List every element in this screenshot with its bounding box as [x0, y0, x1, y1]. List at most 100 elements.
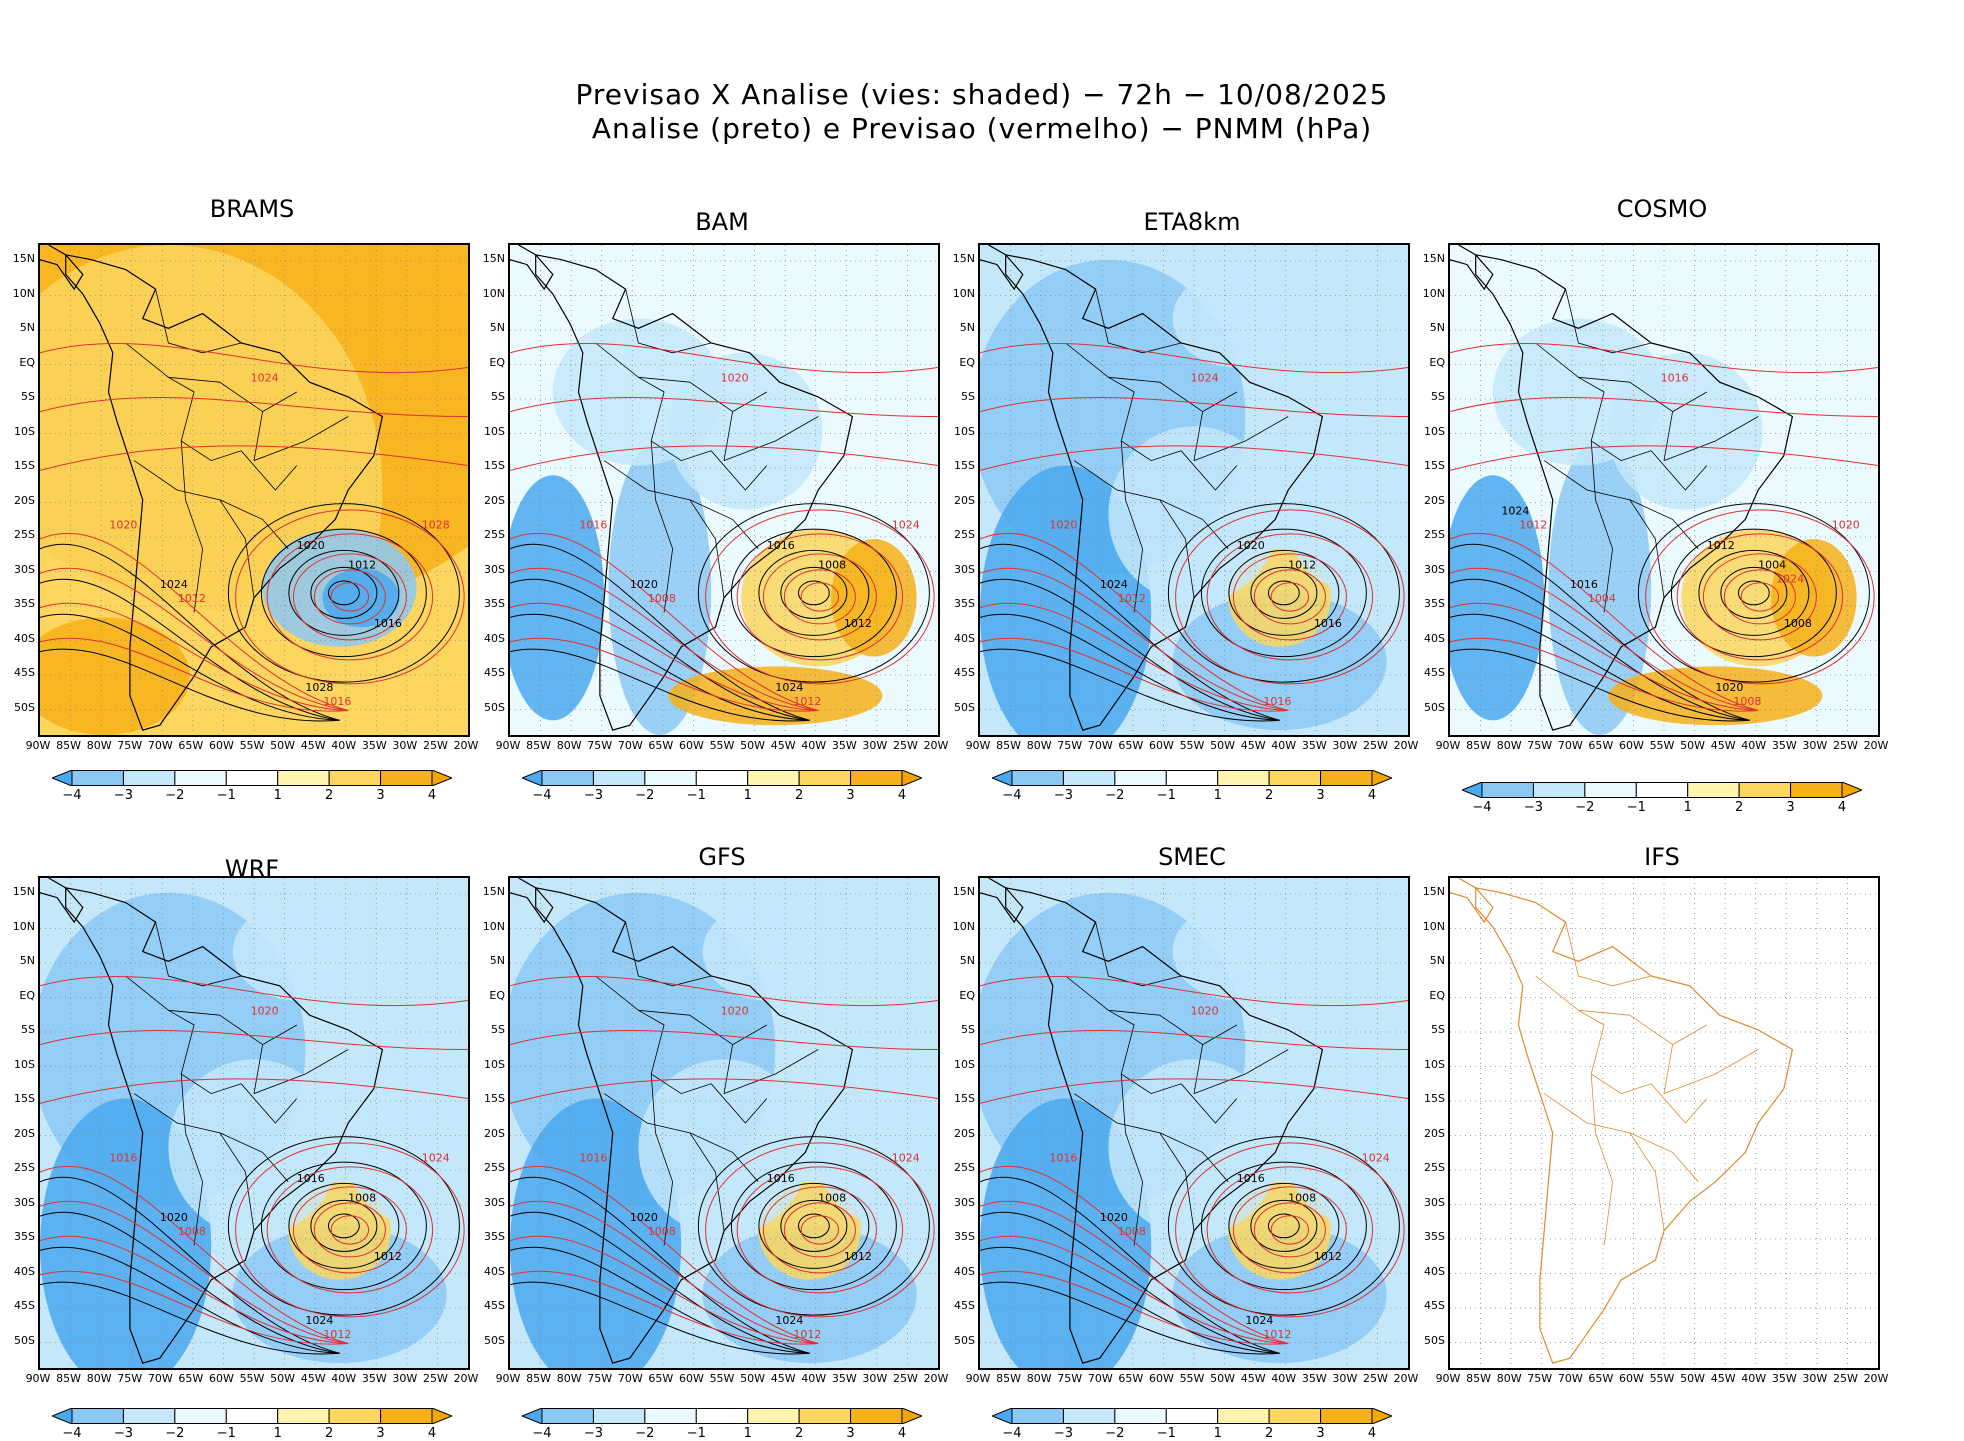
- bias-region: [1492, 318, 1664, 466]
- continent-outline: [535, 254, 854, 731]
- lon-tick-label: 70W: [617, 1372, 643, 1385]
- forecast-isobar: [1450, 532, 1759, 711]
- forecast-isobar: [40, 1200, 349, 1344]
- forecast-isobar: [510, 976, 938, 1007]
- lat-tick-label: 40S: [484, 631, 505, 645]
- lon-tick-label: 75W: [587, 739, 613, 752]
- isobar-label: 1008: [1784, 617, 1812, 630]
- lat-tick-label: EQ: [1429, 988, 1445, 1002]
- colorbar-swatch: [747, 1408, 800, 1424]
- forecast-isobar: [1253, 1202, 1326, 1258]
- analysis-isobar: [510, 578, 810, 721]
- lat-tick-label: 35S: [1424, 1230, 1445, 1243]
- isobar-label: 1012: [1314, 1250, 1342, 1263]
- colorbar-label: 2: [1265, 1426, 1274, 1441]
- colorbar-swatch: [1268, 1408, 1322, 1424]
- colorbar-swatch: [1687, 782, 1740, 798]
- colorbar-label: −3: [113, 788, 133, 803]
- colorbar-label: −1: [216, 1426, 236, 1441]
- country-border: [1590, 440, 1614, 613]
- colorbar-swatch: [850, 770, 903, 786]
- colorbar-swatch: [1635, 782, 1689, 798]
- lon-tick-label: 25W: [892, 739, 918, 752]
- forecast-isobar: [40, 976, 468, 1007]
- country-border: [262, 391, 297, 412]
- colorbar-swatch: [1062, 1408, 1116, 1424]
- colorbar-label: 4: [1837, 800, 1847, 815]
- analysis-isobar: [510, 613, 810, 721]
- isobar-label: 1008: [818, 558, 846, 571]
- lat-tick-label: 30S: [1424, 1195, 1445, 1209]
- colorbar-swatch: [277, 770, 330, 786]
- lon-tick-label: 35W: [1301, 739, 1327, 752]
- country-border: [595, 975, 712, 1095]
- lon-tick-label: 40W: [1741, 739, 1767, 752]
- isobar-label: 1012: [178, 592, 206, 605]
- analysis-isobar: [980, 1281, 1280, 1355]
- colorbar-swatch: [380, 1408, 433, 1424]
- isobar-label: 1008: [348, 1191, 376, 1204]
- colorbar-label: −3: [583, 1426, 603, 1441]
- colorbar-svg: [522, 1408, 922, 1424]
- lon-tick-label: 35W: [831, 739, 857, 752]
- colorbar-label: −1: [216, 788, 236, 803]
- bias-region: [1172, 269, 1301, 368]
- lon-tick-label: 70W: [147, 1372, 173, 1385]
- lon-tick-label: 20W: [1393, 1372, 1419, 1385]
- lat-tick-label: 10S: [954, 1057, 975, 1071]
- analysis-isobar: [288, 549, 400, 636]
- colorbar-extend-high: [901, 1408, 922, 1424]
- panel-title-brams: BRAMS: [209, 195, 295, 223]
- analysis-isobar: [510, 1211, 810, 1354]
- lon-tick-label: 40W: [801, 739, 827, 752]
- forecast-isobar: [736, 1166, 904, 1294]
- lon-tick-label: 65W: [648, 1372, 674, 1385]
- isobar-label: 1016: [1570, 578, 1598, 591]
- bias-region: [1450, 475, 1545, 721]
- lat-tick-label: 10S: [484, 1057, 505, 1071]
- analysis-isobar: [980, 578, 1280, 721]
- analysis-isobar: [310, 566, 378, 619]
- lon-tick-label: 45W: [300, 1372, 326, 1385]
- colorbar-extend-high: [1371, 770, 1392, 786]
- lat-tick-label: 40S: [14, 631, 35, 645]
- country-border: [1535, 342, 1652, 462]
- forecast-isobar: [736, 533, 904, 661]
- colorbar-extend-high: [901, 770, 922, 786]
- colorbar-label: −2: [1575, 800, 1595, 815]
- lon-tick-label: 40W: [1271, 1372, 1297, 1385]
- forecast-isobar: [330, 582, 370, 612]
- lat-tick-label: 15N: [1422, 885, 1445, 898]
- analysis-isobar: [1200, 528, 1367, 658]
- lon-tick-label: 35W: [361, 739, 387, 752]
- forecast-isobar: [980, 567, 1289, 711]
- colorbar-svg: [1462, 782, 1862, 798]
- forecast-isobar: [1206, 533, 1374, 661]
- forecast-isobar: [235, 1142, 465, 1318]
- isobar-label: 1008: [648, 1225, 676, 1238]
- analysis-isobar: [1200, 1161, 1367, 1291]
- isobar-label: 1028: [422, 519, 450, 532]
- lat-tick-label: 45S: [954, 666, 975, 679]
- lat-tick-label: 30S: [484, 1195, 505, 1209]
- forecast-isobar: [510, 343, 938, 374]
- lon-tick-label: 60W: [1148, 1372, 1174, 1385]
- lon-tick-label: 60W: [208, 739, 234, 752]
- colorbar-label: 2: [325, 788, 334, 803]
- isobar-label: 1020: [721, 1005, 749, 1018]
- analysis-isobar: [327, 580, 360, 606]
- bias-region: [510, 475, 605, 721]
- lat-tick-label: EQ: [959, 988, 975, 1002]
- forecast-isobar: [40, 397, 468, 417]
- lat-tick-label: 45S: [14, 666, 35, 679]
- lon-tick-label: 75W: [1057, 739, 1083, 752]
- colorbar-brams: [52, 770, 452, 786]
- colorbar-label: −3: [113, 1426, 133, 1441]
- colorbar-label: 4: [1367, 788, 1377, 803]
- colorbar-label: −2: [165, 788, 185, 803]
- isobar-label: 1012: [844, 1250, 872, 1263]
- lat-tick-label: 45S: [1424, 666, 1445, 679]
- lat-tick-label: 35S: [484, 597, 505, 610]
- analysis-isobar: [1167, 503, 1400, 683]
- lat-tick-label: 35S: [1424, 597, 1445, 610]
